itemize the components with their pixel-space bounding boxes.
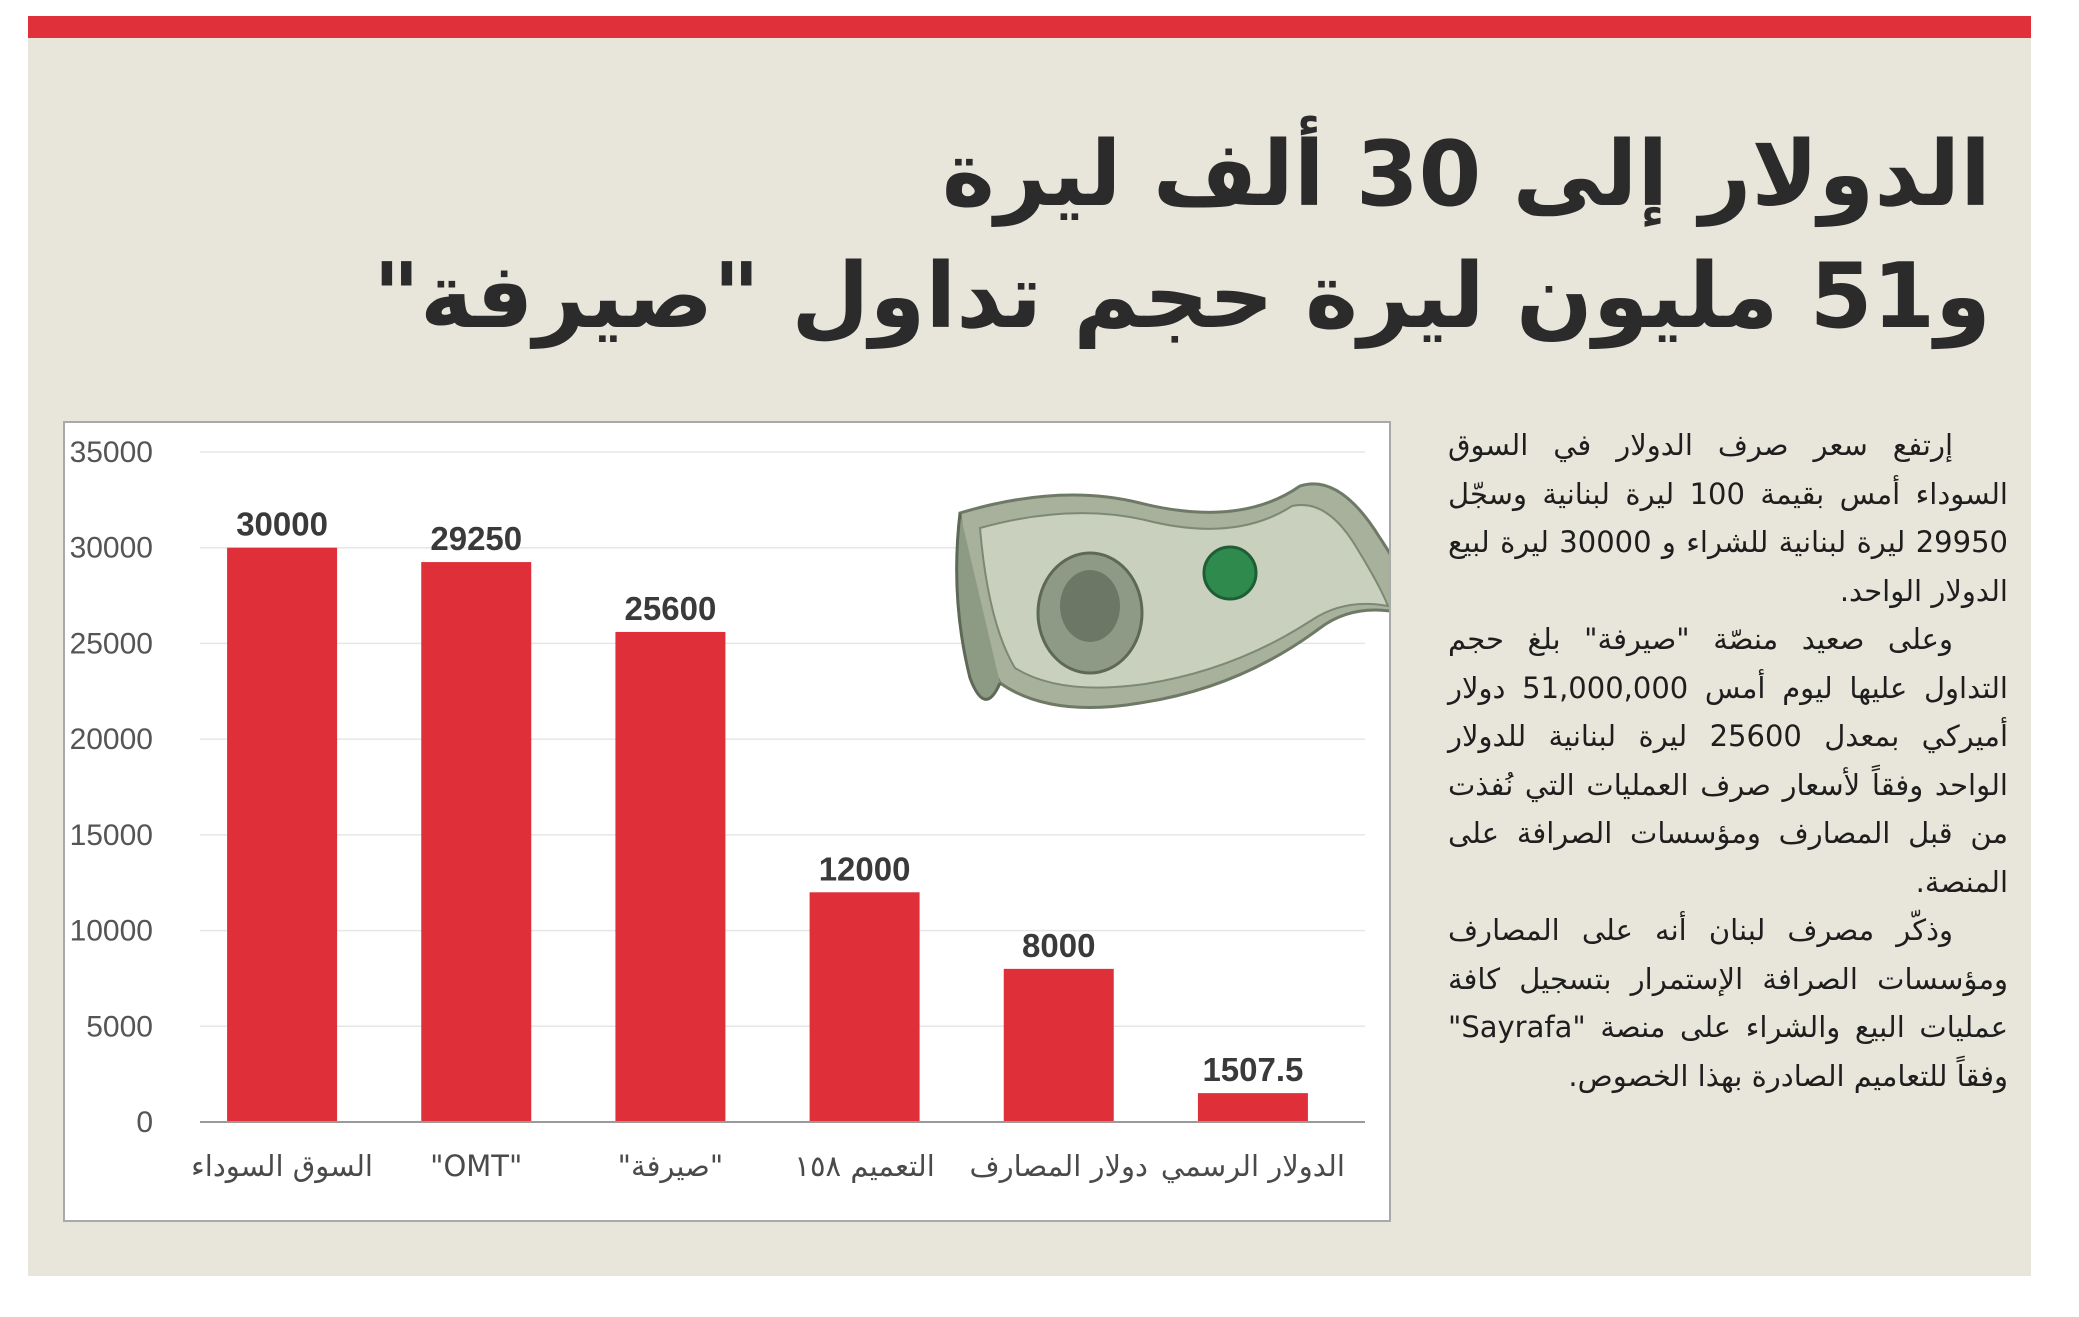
x-category-label: "صيرفة" [618, 1149, 723, 1183]
x-category-label: دولار المصارف [970, 1149, 1148, 1183]
data-label: 30000 [236, 506, 328, 543]
chart-canvas: 0 5000 10000 15000 20000 25000 30000 35000 3000… [70, 436, 1389, 1184]
x-category-label: السوق السوداء [191, 1149, 373, 1183]
data-label: 8000 [1022, 927, 1095, 964]
dollar-bill-icon [955, 482, 1389, 709]
x-category-label: "OMT" [430, 1149, 522, 1183]
bar [615, 631, 726, 1122]
bar [1003, 968, 1114, 1122]
headline-line-1: الدولار إلى 30 ألف ليرة [941, 122, 1991, 227]
data-label: 29250 [430, 520, 522, 557]
data-label: 12000 [819, 850, 911, 887]
y-tick-label: 0 [136, 1106, 153, 1139]
headline-line-2: و51 مليون ليرة حجم تداول "صيرفة" [373, 244, 1991, 349]
article-paragraph-1: إرتفع سعر صرف الدولار في السوق السوداء أ… [1448, 428, 2008, 608]
bar-chart: 0 5000 10000 15000 20000 25000 30000 35000 3000… [63, 421, 1391, 1222]
headline: الدولار إلى 30 ألف ليرة و51 مليون ليرة ح… [291, 114, 1991, 358]
bar [227, 547, 338, 1122]
y-tick-label: 10000 [70, 915, 153, 948]
bar [809, 892, 920, 1122]
y-tick-label: 25000 [70, 627, 153, 660]
x-category-label: الدولار الرسمي [1161, 1149, 1345, 1184]
article-paragraph-2: وعلى صعيد منصّة "صيرفة" بلغ حجم التداول … [1448, 622, 2008, 899]
article-text: إرتفع سعر صرف الدولار في السوق السوداء أ… [1448, 421, 2008, 1100]
bar [1197, 1093, 1308, 1122]
x-category-label: التعميم ١٥٨ [794, 1149, 934, 1184]
article-card: الدولار إلى 30 ألف ليرة و51 مليون ليرة ح… [28, 16, 2031, 1276]
bar [421, 562, 532, 1122]
data-label: 1507.5 [1202, 1051, 1303, 1088]
data-label: 25600 [625, 590, 717, 627]
top-accent-bar [28, 16, 2031, 38]
y-tick-label: 15000 [70, 819, 153, 852]
y-tick-label: 30000 [70, 532, 153, 565]
y-tick-label: 5000 [86, 1010, 153, 1043]
y-tick-label: 35000 [70, 436, 153, 469]
article-paragraph-3: وذكّر مصرف لبنان أنه على المصارف ومؤسسات… [1448, 913, 2008, 1093]
y-tick-label: 20000 [70, 723, 153, 756]
